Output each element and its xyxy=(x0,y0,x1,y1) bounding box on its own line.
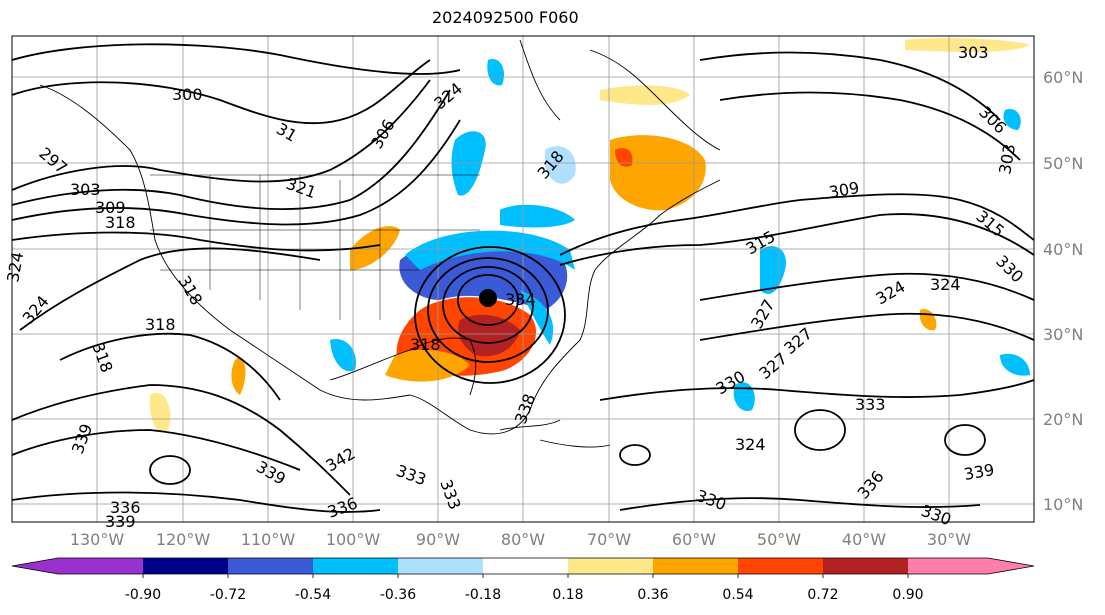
colorbar-tick: 0.90 xyxy=(892,587,923,603)
colorbar-tick: 0.54 xyxy=(722,587,753,603)
colorbar-over-arrow xyxy=(988,558,1034,574)
colorbar-tick: -0.18 xyxy=(465,587,501,603)
colorbar-tick: -0.90 xyxy=(125,587,161,603)
lon-label: 80°W xyxy=(501,530,545,549)
colorbar-under-arrow xyxy=(12,558,58,574)
map-frame xyxy=(11,35,1035,523)
contour-label: 336 xyxy=(110,498,141,517)
contour-label: 324 xyxy=(735,435,766,454)
contour-label: 303 xyxy=(70,180,101,199)
colorbar-tick: -0.54 xyxy=(295,587,331,603)
contour-label: 318 xyxy=(105,213,136,232)
lat-label: 60°N xyxy=(1043,68,1083,87)
borders xyxy=(150,174,480,320)
shaded-field xyxy=(149,37,1030,433)
lon-label: 120°W xyxy=(156,530,211,549)
contour-label: 318 xyxy=(145,315,176,334)
lon-label: 50°W xyxy=(757,530,801,549)
contour-lines xyxy=(11,43,1035,513)
contour-label: 300 xyxy=(172,85,203,104)
lon-label: 60°W xyxy=(672,530,716,549)
colorbar-tick: 0.18 xyxy=(552,587,583,603)
lon-label: 40°W xyxy=(842,530,886,549)
colorbar-tick: 0.72 xyxy=(807,587,838,603)
colorbar: -0.90 -0.72 -0.54 -0.36 -0.18 0.18 0.36 … xyxy=(11,557,1035,603)
lon-label: 30°W xyxy=(927,530,971,549)
lon-label: 130°W xyxy=(70,530,125,549)
contour-label: 324 xyxy=(930,275,961,294)
lat-label: 10°N xyxy=(1043,495,1083,514)
contour-label: 333 xyxy=(855,395,886,414)
storm-center-dot xyxy=(479,289,497,307)
lat-label: 20°N xyxy=(1043,410,1083,429)
contour-label: 334 xyxy=(505,290,536,309)
lon-label: 100°W xyxy=(326,530,381,549)
lat-label: 50°N xyxy=(1043,154,1083,173)
lon-label: 70°W xyxy=(587,530,631,549)
lat-label: 30°N xyxy=(1043,325,1083,344)
lon-label: 110°W xyxy=(241,530,296,549)
lat-label: 40°N xyxy=(1043,240,1083,259)
lon-axis: 130°W 120°W 110°W 100°W 90°W 80°W 70°W 6… xyxy=(70,530,971,549)
map-title: 2024092500 F060 xyxy=(432,8,579,27)
lon-label: 90°W xyxy=(416,530,460,549)
contour-label: 318 xyxy=(410,335,441,354)
lat-axis: 60°N 50°N 40°N 30°N 20°N 10°N xyxy=(1043,68,1083,514)
contour-label: 309 xyxy=(95,198,126,217)
contour-label: 339 xyxy=(105,512,136,531)
coastlines xyxy=(39,39,721,448)
colorbar-tick: -0.72 xyxy=(210,587,246,603)
graticule xyxy=(12,36,1034,522)
contour-label: 303 xyxy=(958,43,989,62)
colorbar-tick: -0.36 xyxy=(380,587,416,603)
colorbar-tick: 0.36 xyxy=(637,587,668,603)
